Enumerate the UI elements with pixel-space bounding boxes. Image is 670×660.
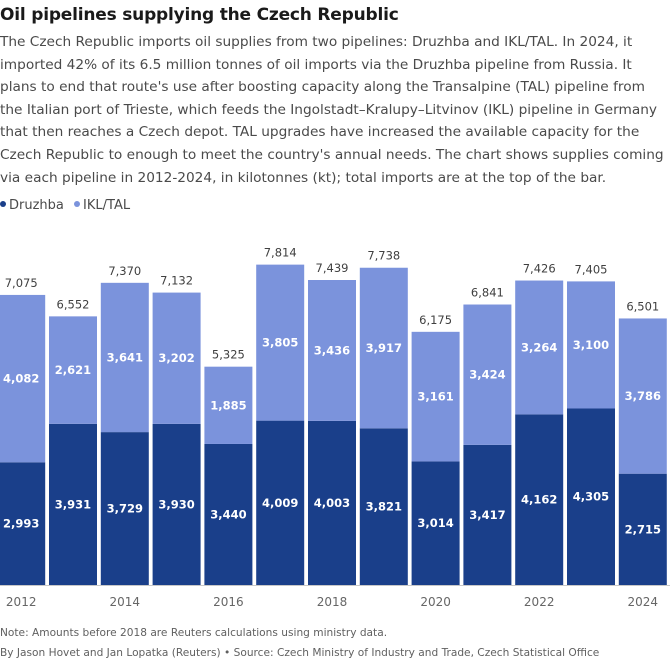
bar-druzhba-2023 xyxy=(567,408,615,585)
bar-ikl-tal-2023 xyxy=(567,281,615,409)
data-label-ikl-tal-2012: 4,082 xyxy=(3,372,39,386)
bar-ikl-tal-2019 xyxy=(359,267,408,429)
data-label-ikl-tal-2020: 3,161 xyxy=(417,390,453,404)
x-tick-label-2018: 2018 xyxy=(317,595,348,609)
bar-druzhba-2012 xyxy=(0,462,46,585)
legend-label-ikl-tal: IKL/TAL xyxy=(83,198,131,213)
x-tick-label-2012: 2012 xyxy=(6,595,37,609)
total-label-2015: 7,132 xyxy=(160,274,193,288)
total-label-2012: 7,075 xyxy=(5,276,38,290)
data-label-ikl-tal-2014: 3,641 xyxy=(107,350,143,364)
legend-item-druzhba: Druzhba xyxy=(0,198,64,213)
total-label-2023: 7,405 xyxy=(575,262,608,276)
bar-ikl-tal-2015 xyxy=(152,292,201,424)
bar-druzhba-2019 xyxy=(359,428,408,585)
bar-druzhba-2017 xyxy=(256,420,305,585)
data-label-druzhba-2024: 2,715 xyxy=(625,522,661,536)
legend-swatch-ikl-tal xyxy=(74,201,81,207)
legend-label-druzhba: Druzhba xyxy=(9,198,64,213)
legend-item-ikl-tal: IKL/TAL xyxy=(74,198,130,213)
data-label-druzhba-2016: 3,440 xyxy=(210,507,246,521)
bar-ikl-tal-2014 xyxy=(100,282,149,433)
bar-ikl-tal-2022 xyxy=(515,280,564,415)
total-label-2021: 6,841 xyxy=(471,286,504,300)
x-tick-label-2020: 2020 xyxy=(420,595,451,609)
total-label-2022: 7,426 xyxy=(523,262,556,276)
bar-druzhba-2020 xyxy=(411,461,460,585)
data-label-druzhba-2022: 4,162 xyxy=(521,493,557,507)
total-label-2018: 7,439 xyxy=(316,261,349,275)
bar-druzhba-2015 xyxy=(152,423,201,585)
data-label-druzhba-2019: 3,821 xyxy=(366,500,402,514)
legend-swatch-druzhba xyxy=(0,201,6,207)
total-label-2013: 6,552 xyxy=(57,297,90,311)
bar-ikl-tal-2020 xyxy=(411,331,460,462)
bar-druzhba-2016 xyxy=(204,443,253,585)
legend: Druzhba IKL/TAL xyxy=(0,198,136,213)
bar-ikl-tal-2016 xyxy=(204,366,253,444)
bar-druzhba-2021 xyxy=(463,444,512,585)
data-label-druzhba-2021: 3,417 xyxy=(469,508,505,522)
bar-druzhba-2014 xyxy=(100,432,149,585)
total-label-2024: 6,501 xyxy=(626,299,659,313)
total-label-2017: 7,814 xyxy=(264,246,297,260)
chart-source: By Jason Hovet and Jan Lopatka (Reuters)… xyxy=(0,647,600,659)
total-label-2019: 7,738 xyxy=(367,249,400,263)
bar-ikl-tal-2017 xyxy=(256,264,305,421)
data-label-ikl-tal-2022: 3,264 xyxy=(521,340,557,354)
bar-ikl-tal-2024 xyxy=(618,318,667,474)
chart-title: Oil pipelines supplying the Czech Republ… xyxy=(0,5,399,25)
bar-ikl-tal-2021 xyxy=(463,304,512,445)
total-label-2014: 7,370 xyxy=(108,264,141,278)
data-label-ikl-tal-2013: 2,621 xyxy=(55,363,91,377)
data-label-druzhba-2014: 3,729 xyxy=(107,502,143,516)
data-label-druzhba-2012: 2,993 xyxy=(3,517,39,531)
data-label-ikl-tal-2017: 3,805 xyxy=(262,336,298,350)
data-label-ikl-tal-2018: 3,436 xyxy=(314,343,350,357)
data-label-druzhba-2020: 3,014 xyxy=(417,516,453,530)
data-label-ikl-tal-2019: 3,917 xyxy=(366,341,402,355)
data-label-ikl-tal-2016: 1,885 xyxy=(210,398,246,412)
bar-ikl-tal-2013 xyxy=(49,316,97,424)
stacked-bar-chart: 2,993 4,082 7,075 3,931 2,621 6,552 3,729 3,641… xyxy=(0,246,670,609)
bar-druzhba-2013 xyxy=(49,423,97,585)
x-tick-label-2022: 2022 xyxy=(524,595,555,609)
data-label-druzhba-2015: 3,930 xyxy=(158,497,194,511)
data-label-ikl-tal-2021: 3,424 xyxy=(469,368,505,382)
total-label-2020: 6,175 xyxy=(419,313,452,327)
total-label-2016: 5,325 xyxy=(212,348,245,362)
data-label-ikl-tal-2024: 3,786 xyxy=(625,389,661,403)
data-label-ikl-tal-2015: 3,202 xyxy=(158,351,194,365)
data-label-druzhba-2018: 4,003 xyxy=(314,496,350,510)
chart-note: Note: Amounts before 2018 are Reuters ca… xyxy=(0,627,388,639)
data-label-druzhba-2017: 4,009 xyxy=(262,496,298,510)
x-tick-label-2014: 2014 xyxy=(110,595,141,609)
data-label-ikl-tal-2023: 3,100 xyxy=(573,338,609,352)
bar-ikl-tal-2018 xyxy=(308,280,356,421)
bar-ikl-tal-2012 xyxy=(0,294,46,463)
x-tick-label-2024: 2024 xyxy=(628,595,659,609)
data-label-druzhba-2013: 3,931 xyxy=(55,497,91,511)
bar-druzhba-2018 xyxy=(308,420,356,585)
data-label-druzhba-2023: 4,305 xyxy=(573,490,609,504)
chart-subtitle: The Czech Republic imports oil supplies … xyxy=(0,34,664,186)
bar-druzhba-2022 xyxy=(515,414,564,585)
bar-druzhba-2024 xyxy=(618,473,667,585)
x-tick-label-2016: 2016 xyxy=(213,595,244,609)
